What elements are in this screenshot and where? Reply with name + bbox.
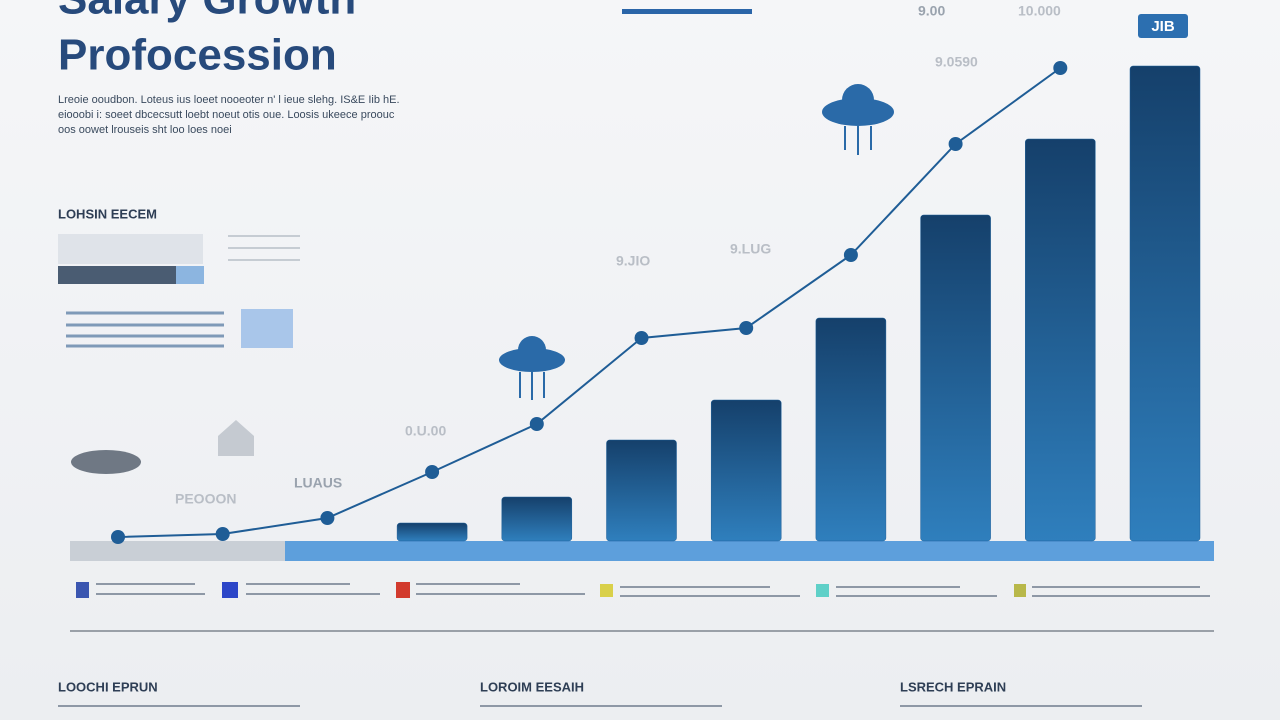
- floating-label: 9.LUG: [730, 241, 771, 257]
- bar: [501, 496, 573, 542]
- line-point: [634, 331, 649, 345]
- base-bar-segment: [70, 541, 285, 561]
- line-point: [529, 417, 544, 431]
- floating-label: 0.U.00: [405, 423, 446, 439]
- side-widget: [58, 234, 300, 348]
- line-point: [425, 465, 440, 479]
- intro-line: Lreoie ooudbon. Loteus ius loeet nooeote…: [58, 94, 400, 106]
- cloud-icons: [71, 14, 1188, 474]
- line-point: [948, 137, 963, 151]
- section-title: LOROIM EESAIH: [480, 679, 584, 694]
- badge-label: JIB: [1151, 18, 1175, 35]
- line-point: [111, 530, 125, 544]
- base-bar: [70, 541, 1214, 561]
- line-point: [843, 248, 858, 262]
- line-point: [1053, 61, 1068, 75]
- section-title: LSRECH EPRAIN: [900, 679, 1006, 694]
- accent-bar: [622, 9, 752, 14]
- bar: [606, 439, 677, 542]
- floating-label: LUAUS: [294, 475, 342, 491]
- floating-label: 9.JIO: [616, 253, 650, 269]
- bar: [710, 399, 782, 542]
- title: Salary Growth: [58, 0, 356, 24]
- floating-label: 9.0590: [935, 54, 978, 70]
- line-point: [739, 321, 754, 335]
- intro-line: oos oowet lrouseis sht loo loes noei: [58, 124, 232, 136]
- bar: [1129, 65, 1201, 542]
- intro-line: eiooobi i: soeet dbcecsutt loebt noeut o…: [58, 109, 395, 121]
- plot: [111, 61, 1201, 544]
- line: [117, 67, 1061, 538]
- floating-label: 10.000: [1018, 3, 1061, 19]
- line-point: [215, 527, 230, 541]
- section-title: LOOCHI EPRUN: [58, 679, 158, 694]
- bar: [1025, 138, 1096, 542]
- bar: [815, 317, 887, 542]
- bar: [396, 522, 468, 542]
- subtitle: Profocession: [58, 31, 337, 80]
- side-label: LOHSIN EECEM: [58, 206, 157, 221]
- floating-label: PEOOON: [175, 491, 236, 507]
- legend-row: [70, 582, 1214, 632]
- floating-label: 9.00: [918, 3, 945, 19]
- bar: [920, 214, 991, 542]
- line-point: [320, 511, 335, 525]
